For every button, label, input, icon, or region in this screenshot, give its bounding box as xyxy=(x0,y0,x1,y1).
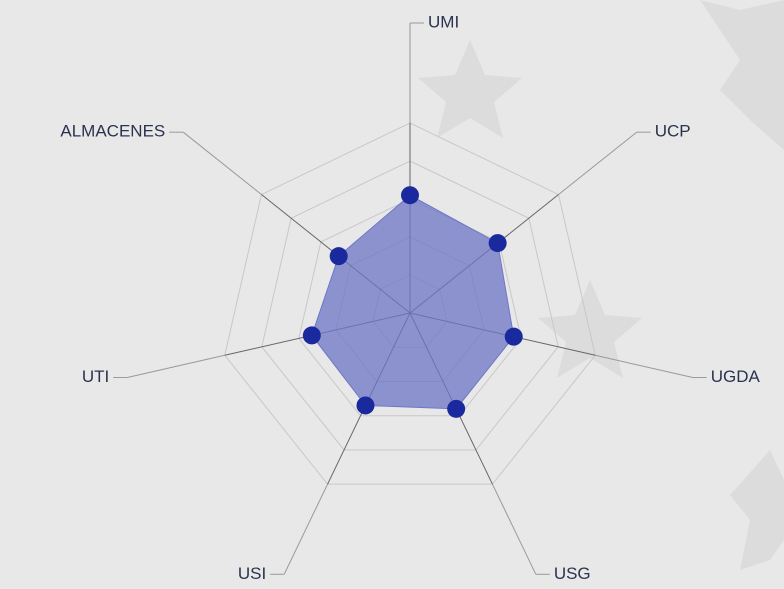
data-point xyxy=(303,326,321,344)
axis-label: ALMACENES xyxy=(60,122,165,141)
axis-label: USG xyxy=(554,564,591,583)
chart: UMI UCP UGDA USG USI UTI ALMACENES xyxy=(0,0,784,589)
data-point xyxy=(447,400,465,418)
page: UMIUCPUGDAUSGUSIUTIALMACENES (() => { co… xyxy=(0,0,784,589)
axis-label: UMI xyxy=(428,12,459,31)
data-point xyxy=(356,396,374,414)
data-point xyxy=(505,328,523,346)
data-point xyxy=(330,247,348,265)
axis-label: UCP xyxy=(655,122,691,141)
axis-label: USI xyxy=(238,564,266,583)
data-point xyxy=(489,234,507,252)
data-point xyxy=(401,186,419,204)
axis-label: UGDA xyxy=(711,367,761,386)
axis-label: UTI xyxy=(82,367,109,386)
